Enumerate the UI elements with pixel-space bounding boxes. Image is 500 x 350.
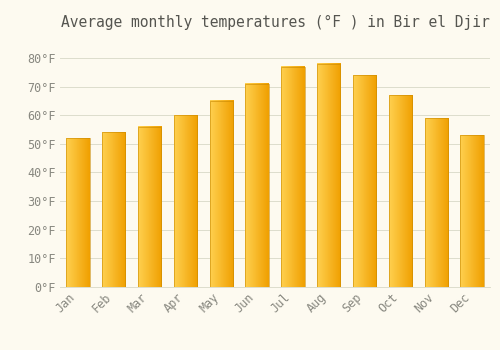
Bar <box>138 127 161 287</box>
Bar <box>246 84 268 287</box>
Bar <box>317 64 340 287</box>
Bar <box>210 101 233 287</box>
Bar <box>102 132 126 287</box>
Bar <box>66 138 90 287</box>
Bar <box>389 95 412 287</box>
Bar <box>353 75 376 287</box>
Title: Average monthly temperatures (°F ) in Bir el Djir: Average monthly temperatures (°F ) in Bi… <box>60 15 490 30</box>
Bar <box>282 66 304 287</box>
Bar <box>174 115 197 287</box>
Bar <box>424 118 448 287</box>
Bar <box>460 135 483 287</box>
